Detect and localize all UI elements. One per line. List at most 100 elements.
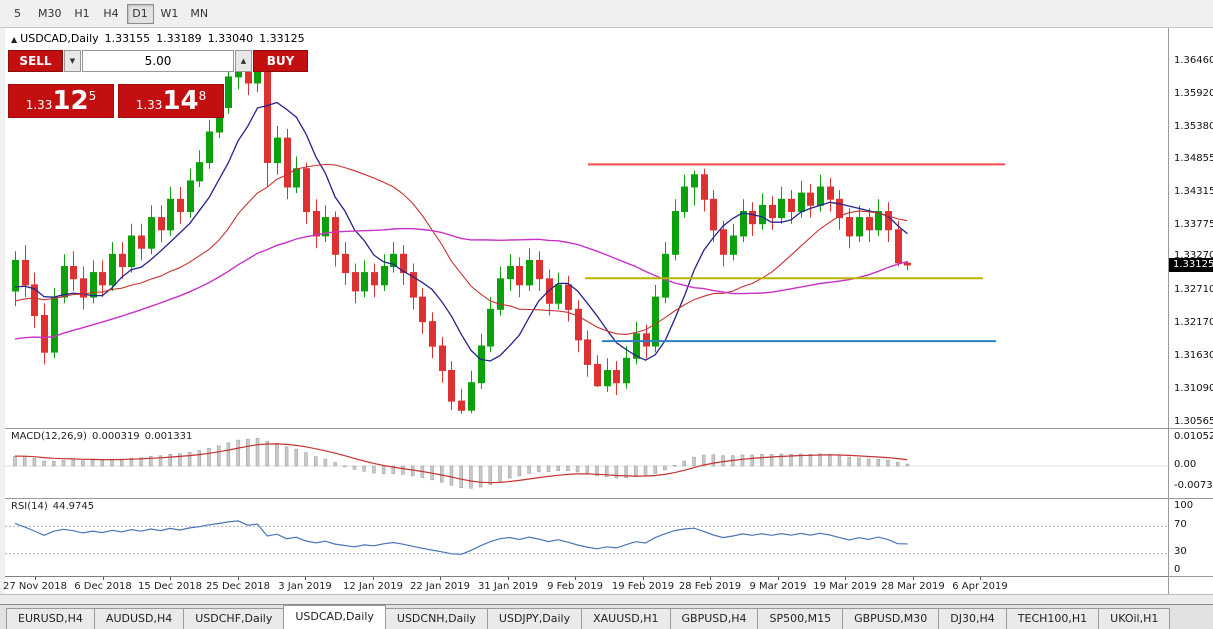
tab-audusd-h4[interactable]: AUDUSD,H4: [93, 608, 185, 629]
timeframe-button-w1[interactable]: W1: [156, 4, 184, 24]
tab-gbpusd-h4[interactable]: GBPUSD,H4: [669, 608, 759, 629]
window-divider-strip: [0, 594, 1213, 604]
time-axis-label: 12 Jan 2019: [343, 581, 403, 592]
timeframe-button-d1[interactable]: D1: [126, 3, 154, 24]
ask-price-display[interactable]: 1.33 14 8: [118, 84, 224, 118]
time-axis-label: 25 Dec 2018: [206, 581, 270, 592]
rsi-name: RSI(14): [11, 501, 48, 512]
time-axis-label: 28 Feb 2019: [678, 581, 742, 592]
ma-mid-line: [14, 163, 908, 335]
chart-window: ▲ USDCAD,Daily 1.33155 1.33189 1.33040 1.3312…: [3, 28, 1213, 595]
rsi-value: 44.9745: [52, 501, 95, 512]
ohlc-low: 1.33040: [207, 32, 254, 45]
tab-usdcad-daily[interactable]: USDCAD,Daily: [283, 605, 386, 629]
tab-usdcnh-daily[interactable]: USDCNH,Daily: [384, 608, 488, 629]
price-scale-label: 1.35380: [1174, 121, 1213, 132]
time-axis-label: 6 Apr 2019: [952, 581, 1008, 592]
tab-xauusd-h1[interactable]: XAUUSD,H1: [581, 608, 671, 629]
macd-signal-line: [14, 443, 908, 484]
rsi-indicator-pane[interactable]: RSI(14) 44.9745: [5, 498, 1168, 576]
price-scale-label: 1.30565: [1174, 416, 1213, 427]
price-scale-label: 1.33775: [1174, 219, 1213, 230]
trade-controls-row: SELL ▼ ▲ BUY: [8, 50, 308, 72]
time-axis[interactable]: 27 Nov 2018 6 Dec 2018 15 Dec 2018 25 Dec 2…: [3, 576, 1168, 595]
price-scale[interactable]: 1.36460 1.35920 1.35380 1.34855 1.34315 1.337…: [1168, 28, 1213, 594]
timeframe-button-5[interactable]: 5: [4, 4, 31, 24]
time-axis-tick: [35, 577, 36, 580]
timeframe-button-mn[interactable]: MN: [185, 4, 213, 24]
time-axis-tick: [508, 577, 509, 580]
ohlc-high: 1.33189: [156, 32, 202, 45]
tab-ukoil-h1[interactable]: UKOil,H1: [1098, 608, 1171, 629]
sell-button[interactable]: SELL: [8, 50, 63, 72]
time-axis-label: 19 Mar 2019: [813, 581, 877, 592]
buy-button[interactable]: BUY: [253, 50, 308, 72]
main-chart-pane[interactable]: ▲ USDCAD,Daily 1.33155 1.33189 1.33040 1.3312…: [5, 28, 1168, 428]
macd-scale-label: 0.010525: [1174, 431, 1213, 442]
rsi-line: [14, 520, 908, 555]
tab-usdjpy-daily[interactable]: USDJPY,Daily: [486, 608, 583, 629]
rsi-scale-label: 0: [1174, 564, 1181, 575]
volume-decrease-button[interactable]: ▼: [64, 50, 81, 72]
time-axis-tick: [913, 577, 914, 580]
chevron-down-icon: ▼: [69, 57, 76, 65]
tab-dj30-h4[interactable]: DJ30,H4: [938, 608, 1007, 629]
macd-signal-value: 0.001331: [144, 431, 193, 442]
time-axis-label: 19 Feb 2019: [611, 581, 675, 592]
chevron-up-icon: ▲: [240, 57, 247, 65]
time-axis-tick: [643, 577, 644, 580]
rsi-scale-label: 30: [1174, 546, 1187, 557]
timeframe-button-h1[interactable]: H1: [69, 4, 96, 24]
pane-separator: [1169, 576, 1213, 577]
time-axis-tick: [845, 577, 846, 580]
tab-usdchf-daily[interactable]: USDCHF,Daily: [183, 608, 285, 629]
current-price-marker: 1.33125: [1169, 258, 1213, 272]
bid-price-pips: 12: [52, 86, 89, 116]
bid-price-display[interactable]: 1.33 12 5: [8, 84, 114, 118]
tab-sp500-m15[interactable]: SP500,M15: [757, 608, 844, 629]
bid-ask-display-row: 1.33 12 5 1.33 14 8: [8, 84, 232, 118]
chart-tabbar: EURUSD,H4 AUDUSD,H4 USDCHF,Daily USDCAD,Dai…: [0, 604, 1213, 629]
bid-price-major: 1.33: [25, 98, 53, 112]
time-axis-tick: [170, 577, 171, 580]
macd-main-value: 0.000319: [91, 431, 140, 442]
time-axis-label: 9 Mar 2019: [749, 581, 807, 592]
pane-separator: [1169, 498, 1213, 499]
time-axis-tick: [710, 577, 711, 580]
time-axis-label: 31 Jan 2019: [478, 581, 538, 592]
price-scale-label: 1.31630: [1174, 350, 1213, 361]
price-scale-label: 1.34855: [1174, 153, 1213, 164]
rsi-chart: [5, 520, 1168, 555]
macd-name: MACD(12,26,9): [11, 431, 87, 442]
volume-increase-button[interactable]: ▲: [235, 50, 252, 72]
macd-label: MACD(12,26,9) 0.000319 0.001331: [11, 431, 197, 442]
rsi-label: RSI(14) 44.9745: [11, 501, 99, 512]
ohlc-close: 1.33125: [259, 32, 305, 45]
timeframe-button-m30[interactable]: M30: [33, 4, 67, 24]
time-axis-label: 9 Feb 2019: [547, 581, 603, 592]
time-axis-tick: [980, 577, 981, 580]
ask-price-pipette: 8: [198, 89, 207, 103]
price-scale-label: 1.36460: [1174, 55, 1213, 66]
tab-eurusd-h4[interactable]: EURUSD,H4: [6, 608, 95, 629]
candlestick-chart[interactable]: [5, 28, 1168, 428]
rsi-scale-label: 100: [1174, 500, 1194, 511]
volume-input[interactable]: [82, 50, 234, 72]
time-axis-tick: [373, 577, 374, 580]
macd-indicator-pane[interactable]: MACD(12,26,9) 0.000319 0.001331: [5, 428, 1168, 498]
tab-gbpusd-m30[interactable]: GBPUSD,M30: [842, 608, 940, 629]
price-scale-label: 1.31090: [1174, 383, 1213, 394]
macd-chart: [5, 437, 1168, 489]
time-axis-label: 15 Dec 2018: [138, 581, 202, 592]
chart-ohlc-header: ▲ USDCAD,Daily 1.33155 1.33189 1.33040 1.3312…: [11, 32, 311, 45]
pane-separator: [1169, 428, 1213, 429]
ma-fast-line: [14, 101, 908, 362]
price-scale-label: 1.33270: [1174, 250, 1213, 261]
timeframe-button-h4[interactable]: H4: [98, 4, 125, 24]
ask-price-major: 1.33: [135, 98, 163, 112]
tab-tech100-h1[interactable]: TECH100,H1: [1005, 608, 1100, 629]
time-axis-label: 3 Jan 2019: [278, 581, 332, 592]
macd-scale-label: -0.0073: [1174, 480, 1213, 491]
